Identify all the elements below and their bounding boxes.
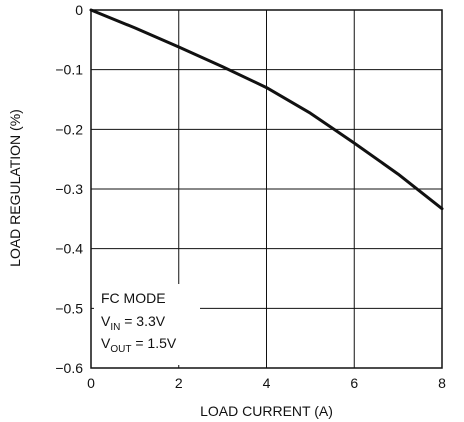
- y-tick-label: −0.2: [55, 121, 83, 137]
- y-axis-title: LOAD REGULATION (%): [7, 109, 23, 267]
- annotation-vin: VIN = 3.3V: [101, 313, 166, 333]
- annotation-mode: FC MODE: [101, 290, 166, 306]
- y-tick-label: −0.6: [55, 360, 83, 376]
- grid: [91, 10, 442, 368]
- y-tick-label: −0.5: [55, 300, 83, 316]
- x-tick-label: 8: [438, 375, 446, 391]
- series-layer: [89, 8, 444, 211]
- regulation-curve: [89, 8, 444, 211]
- x-axis-title: LOAD CURRENT (A): [200, 403, 333, 419]
- tick-labels: 0 2 4 6 8 0 −0.1 −0.2 −0.3 −0.4 −0.5 −0.6: [55, 2, 446, 391]
- x-tick-label: 4: [263, 375, 271, 391]
- y-tick-label: −0.4: [55, 241, 83, 257]
- y-tick-label: −0.1: [55, 62, 83, 78]
- x-tick-label: 6: [350, 375, 358, 391]
- plot-frame: [90, 9, 443, 369]
- x-tick-label: 0: [87, 375, 95, 391]
- x-tick-label: 2: [175, 375, 183, 391]
- y-tick-label: 0: [75, 2, 83, 18]
- annotation-mask: [94, 284, 200, 365]
- y-tick-label: −0.3: [55, 181, 83, 197]
- annotation-vout: VOUT = 1.5V: [101, 335, 177, 355]
